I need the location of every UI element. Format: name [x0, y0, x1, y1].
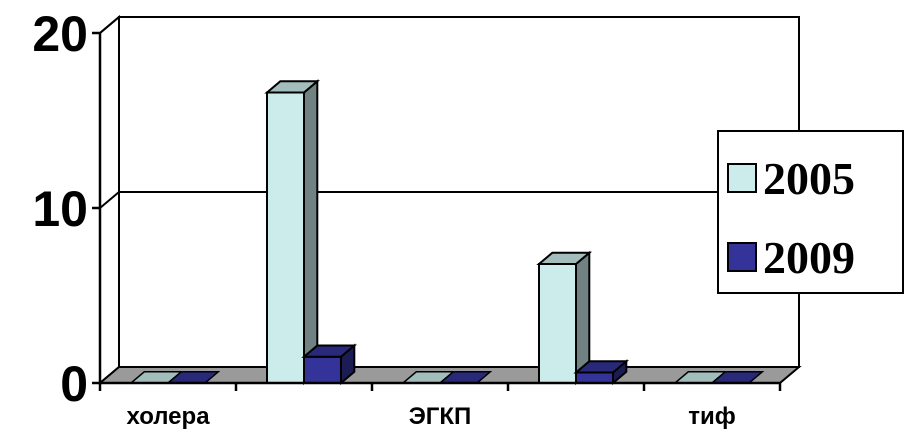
axes: 0 10 20 холера ЭГКП тиф: [32, 6, 782, 430]
bar: [301, 343, 358, 386]
bar: [264, 79, 321, 386]
bar-top: [301, 344, 358, 358]
bar: [536, 250, 593, 386]
legend: 2005 2009: [717, 130, 904, 294]
y-tick-label: 10: [32, 181, 88, 237]
legend-swatch: [727, 242, 757, 272]
legend-label: 2009: [763, 232, 855, 283]
y-tick-label: 20: [32, 6, 88, 62]
bar-front: [303, 355, 342, 384]
gridline-side: [99, 191, 120, 209]
legend-label: 2005: [763, 153, 855, 204]
bar-side: [303, 79, 319, 386]
x-tick-label: ЭГКП: [409, 403, 472, 430]
gridline-side: [99, 16, 120, 34]
x-tick-label: холера: [126, 403, 210, 430]
bar-front: [538, 263, 577, 384]
bars: [128, 79, 765, 386]
x-tick-label: тиф: [688, 403, 736, 430]
bar-top: [536, 251, 593, 265]
bar: [573, 359, 630, 386]
legend-swatch: [727, 163, 757, 193]
plot-area: [97, 14, 802, 386]
bar-top: [573, 360, 630, 374]
bar-top: [264, 80, 321, 94]
y-tick-label: 0: [60, 356, 88, 412]
bar-front: [266, 91, 305, 384]
bar-front: [575, 371, 614, 384]
